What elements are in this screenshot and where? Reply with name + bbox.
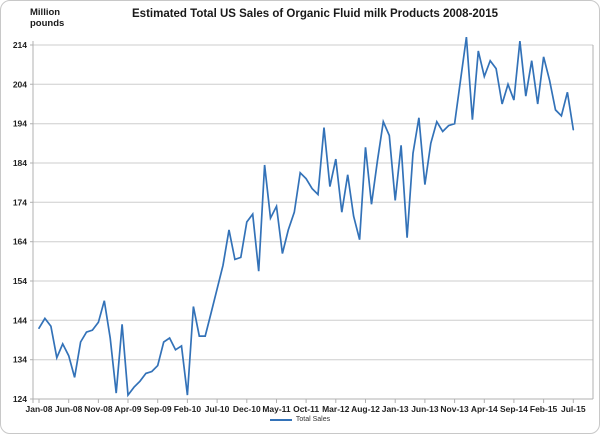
x-axis-tick-label: Nov-13	[440, 404, 469, 414]
y-axis-tick-label: 144	[13, 315, 27, 325]
x-axis-tick-label: Aug-12	[351, 404, 380, 414]
x-axis-tick-label: Feb-15	[530, 404, 558, 414]
x-axis-tick-label: Jul-10	[205, 404, 230, 414]
x-axis-tick-label: Sep-09	[144, 404, 172, 414]
legend-label: Total Sales	[295, 416, 331, 423]
legend-line-swatch	[269, 418, 292, 421]
x-axis-tick-label: Jun-08	[55, 404, 83, 414]
y-axis-tick-label: 184	[13, 158, 27, 168]
x-axis-tick-label: Jan-13	[382, 404, 409, 414]
x-axis-tick-label: Dec-10	[233, 404, 261, 414]
y-axis-tick-label: 204	[13, 79, 27, 89]
y-axis-tick-label: 154	[13, 276, 27, 286]
x-axis-tick-label: May-11	[262, 404, 291, 414]
legend: Total Sales	[1, 416, 599, 423]
chart-title: Estimated Total US Sales of Organic Flui…	[132, 8, 498, 20]
x-axis-tick-label: Nov-08	[84, 404, 113, 414]
y-axis-tick-label: 194	[13, 119, 27, 129]
x-axis-tick-label: Jul-15	[561, 404, 586, 414]
x-axis-tick-label: Apr-09	[115, 404, 142, 414]
x-axis-tick-label: Jan-08	[26, 404, 53, 414]
x-axis-tick-label: Mar-12	[322, 404, 350, 414]
y-axis-tick-label: 124	[13, 394, 27, 404]
x-axis-tick-label: Jun-13	[411, 404, 439, 414]
x-axis-tick-label: Oct-11	[293, 404, 319, 414]
x-axis-tick-label: Feb-10	[174, 404, 202, 414]
x-axis-tick-label: Sep-14	[500, 404, 528, 414]
y-axis-tick-label: 214	[13, 40, 27, 50]
y-axis-unit-label: Million pounds	[30, 7, 65, 30]
x-axis-tick-label: Apr-14	[471, 404, 498, 414]
total-sales-line	[38, 36, 575, 398]
y-axis-tick-label: 134	[13, 355, 27, 365]
y-axis-tick-label: 164	[13, 237, 27, 247]
y-axis-tick-label: 174	[13, 197, 27, 207]
